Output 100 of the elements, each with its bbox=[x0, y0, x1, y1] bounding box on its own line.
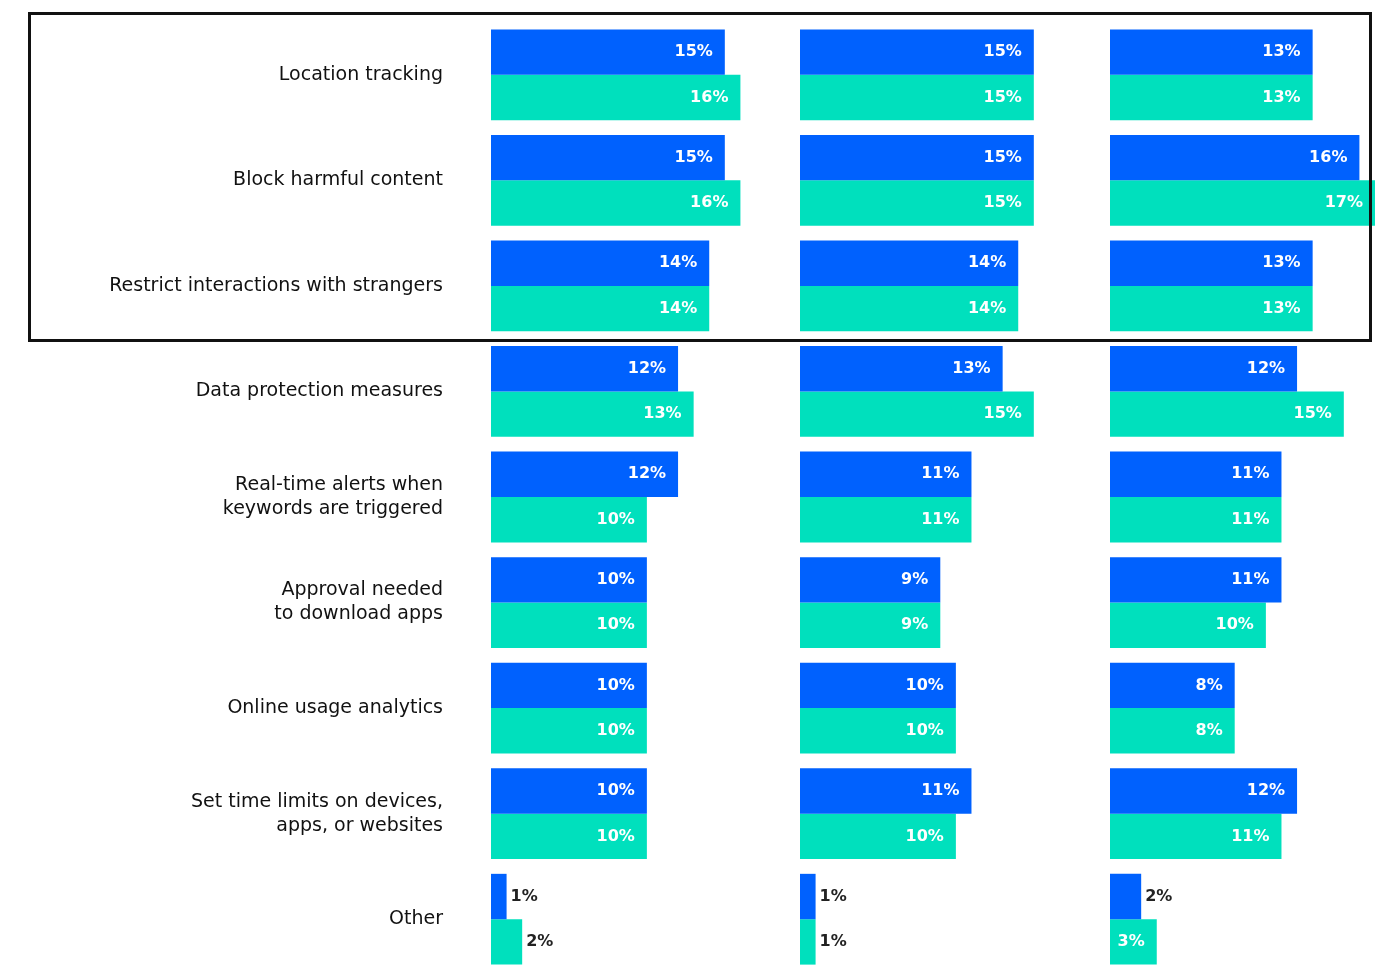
bar bbox=[1110, 768, 1298, 814]
data-label: 10% bbox=[1215, 614, 1254, 634]
y-tick-label: Set time limits on devices, apps, or websites bbox=[191, 788, 443, 835]
data-label: 13% bbox=[1262, 86, 1301, 106]
bar bbox=[491, 180, 741, 226]
bar bbox=[491, 285, 710, 332]
bar bbox=[800, 29, 1034, 75]
data-label: 8% bbox=[1195, 674, 1223, 694]
bar bbox=[491, 134, 725, 181]
data-label: 10% bbox=[905, 825, 944, 845]
data-label: 14% bbox=[967, 252, 1007, 272]
bar bbox=[800, 346, 1003, 392]
y-tick-label: Block harmful content bbox=[233, 167, 443, 190]
data-label: 13% bbox=[952, 357, 991, 377]
bar bbox=[1110, 134, 1360, 181]
y-tick-label: Online usage analytics bbox=[227, 695, 443, 718]
bar bbox=[491, 29, 725, 75]
data-label: 11% bbox=[921, 508, 960, 528]
bar bbox=[800, 873, 816, 920]
data-label: 10% bbox=[596, 780, 635, 800]
bar bbox=[491, 768, 647, 814]
data-label: 10% bbox=[596, 569, 635, 589]
y-tick-label: Other bbox=[389, 906, 444, 929]
bar bbox=[1110, 180, 1375, 226]
bar bbox=[1110, 29, 1313, 75]
data-label: 10% bbox=[596, 674, 635, 694]
bar bbox=[491, 813, 647, 860]
data-label: 11% bbox=[1231, 825, 1270, 845]
data-label: 12% bbox=[627, 463, 667, 483]
bar bbox=[491, 708, 647, 754]
data-label: 15% bbox=[983, 146, 1022, 166]
y-tick-label: Real-time alerts when keywords are triggered bbox=[222, 471, 443, 518]
bar bbox=[1110, 557, 1282, 603]
bar bbox=[1110, 662, 1235, 709]
data-label: 15% bbox=[674, 146, 713, 166]
bar bbox=[1110, 813, 1282, 860]
data-label: 11% bbox=[1231, 508, 1270, 528]
data-label: 15% bbox=[983, 192, 1022, 212]
bar bbox=[800, 391, 1034, 437]
data-label: 3% bbox=[1117, 931, 1145, 951]
bar bbox=[800, 180, 1034, 226]
bar bbox=[1110, 873, 1142, 920]
data-label: 11% bbox=[921, 780, 960, 800]
data-label: 13% bbox=[1262, 252, 1301, 272]
bar bbox=[491, 346, 679, 392]
y-tick-label: Restrict interactions with strangers bbox=[109, 272, 443, 295]
data-label: 8% bbox=[1195, 719, 1223, 739]
bar bbox=[1110, 391, 1344, 437]
data-label: 12% bbox=[1246, 780, 1286, 800]
data-label: 9% bbox=[901, 569, 929, 589]
data-label: 9% bbox=[901, 614, 929, 634]
bar bbox=[800, 557, 941, 603]
data-label: 1% bbox=[819, 885, 847, 905]
y-tick-label: Data protection measures bbox=[195, 378, 443, 401]
bar bbox=[491, 74, 741, 121]
bar bbox=[491, 451, 679, 497]
bar bbox=[1110, 451, 1282, 497]
data-label: 15% bbox=[983, 403, 1022, 423]
bar bbox=[800, 768, 972, 814]
bar bbox=[491, 873, 507, 920]
data-label: 12% bbox=[1246, 357, 1286, 377]
bar bbox=[491, 602, 647, 648]
bar bbox=[491, 557, 647, 603]
data-label: 2% bbox=[1145, 885, 1173, 905]
bar bbox=[1110, 602, 1266, 648]
bar bbox=[800, 240, 1019, 286]
data-label: 11% bbox=[1231, 463, 1270, 483]
data-label: 14% bbox=[658, 297, 698, 317]
bar bbox=[800, 602, 941, 648]
data-label: 11% bbox=[921, 463, 960, 483]
data-label: 10% bbox=[596, 614, 635, 634]
data-label: 14% bbox=[658, 252, 698, 272]
data-label: 10% bbox=[905, 719, 944, 739]
bar bbox=[800, 708, 956, 754]
bar bbox=[1110, 497, 1282, 543]
data-label: 13% bbox=[1262, 297, 1301, 317]
bar bbox=[491, 662, 647, 709]
y-tick-label: Location tracking bbox=[278, 61, 443, 84]
data-label: 13% bbox=[643, 403, 682, 423]
bar bbox=[800, 134, 1034, 181]
data-label: 11% bbox=[1231, 569, 1270, 589]
data-label: 15% bbox=[1293, 403, 1332, 423]
data-label: 16% bbox=[690, 192, 729, 212]
bar bbox=[1110, 285, 1313, 332]
bar bbox=[800, 662, 956, 709]
bar bbox=[800, 497, 972, 543]
data-label: 14% bbox=[967, 297, 1007, 317]
data-label: 13% bbox=[1262, 41, 1301, 61]
bar bbox=[1110, 346, 1298, 392]
data-label: 2% bbox=[526, 931, 554, 951]
data-label: 15% bbox=[674, 41, 713, 61]
y-tick-label: Approval needed to download apps bbox=[274, 577, 443, 624]
bar bbox=[491, 497, 647, 543]
data-label: 12% bbox=[627, 357, 667, 377]
bar bbox=[800, 451, 972, 497]
data-label: 10% bbox=[596, 508, 635, 528]
data-label: 10% bbox=[596, 825, 635, 845]
data-label: 1% bbox=[819, 931, 847, 951]
bar bbox=[800, 813, 956, 860]
bar bbox=[800, 919, 816, 965]
